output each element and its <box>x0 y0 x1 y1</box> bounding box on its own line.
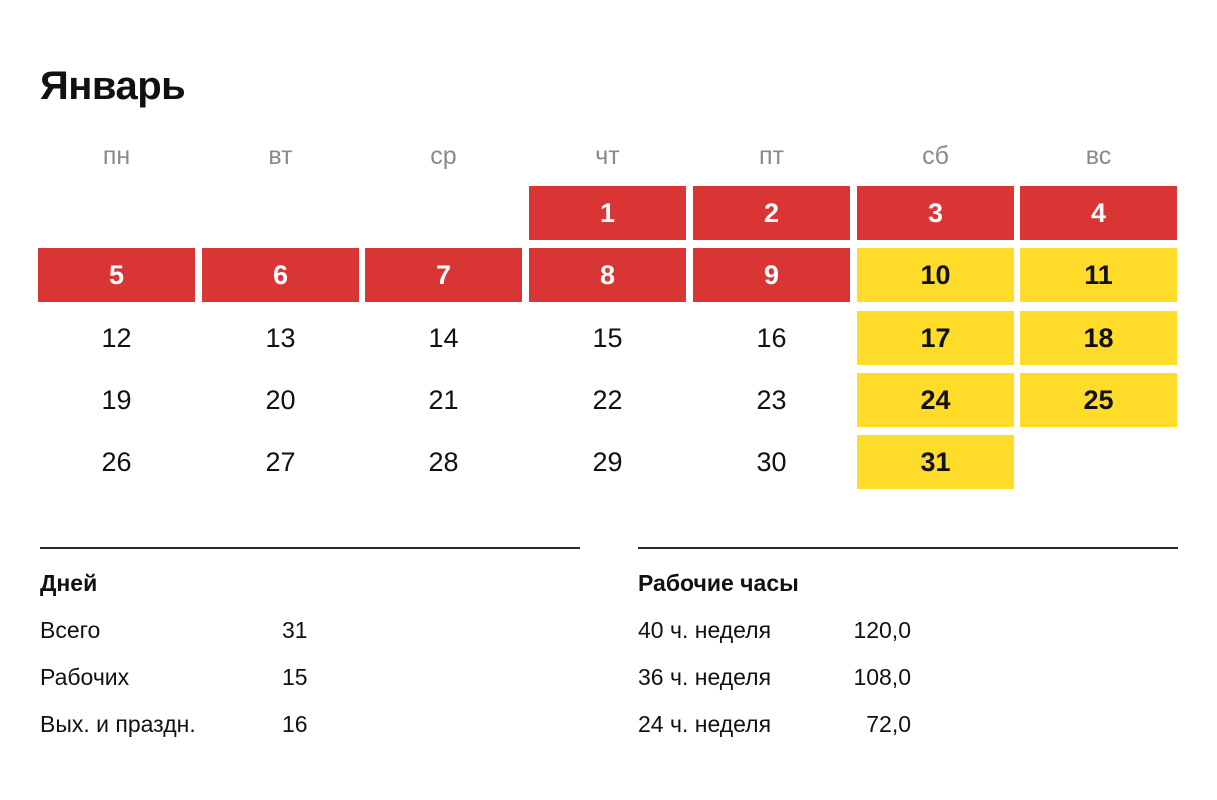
calendar-day-31: 31 <box>857 435 1014 489</box>
hours-40-label: 40 ч. неделя <box>638 617 772 643</box>
hours-divider <box>638 547 1178 549</box>
month-title: Январь <box>40 64 186 108</box>
calendar-day-28: 28 <box>428 447 459 477</box>
days-working-label: Рабочих <box>40 664 130 690</box>
calendar-day-15: 15 <box>592 323 623 353</box>
calendar-day-30: 30 <box>756 447 787 477</box>
calendar-day-5: 5 <box>38 248 195 302</box>
weekday-3: чт <box>595 142 620 170</box>
calendar-day-20: 20 <box>265 385 296 415</box>
days-total-value: 31 <box>282 617 308 643</box>
days-off-value: 16 <box>282 711 308 737</box>
calendar-day-17: 17 <box>857 311 1014 365</box>
hours-40-value: 120,0 <box>853 617 911 643</box>
hours-40-row: 40 ч. неделя 120,0 <box>638 613 1178 647</box>
calendar-day-25: 25 <box>1020 373 1177 427</box>
calendar-day-8: 8 <box>529 248 686 302</box>
calendar-day-11: 11 <box>1020 248 1177 302</box>
calendar-day-19: 19 <box>101 385 132 415</box>
days-total-label: Всего <box>40 617 101 643</box>
calendar-day-21: 21 <box>428 385 459 415</box>
weekday-6: вс <box>1085 142 1112 170</box>
calendar-day-16: 16 <box>756 323 787 353</box>
calendar-day-7: 7 <box>365 248 522 302</box>
weekday-2: ср <box>430 142 457 170</box>
weekday-1: вт <box>268 142 293 170</box>
calendar-day-1: 1 <box>529 186 686 240</box>
calendar-day-29: 29 <box>592 447 623 477</box>
days-heading: Дней <box>40 570 98 596</box>
hours-heading: Рабочие часы <box>638 570 799 596</box>
days-total-row: Всего 31 <box>40 613 580 647</box>
days-working-row: Рабочих 15 <box>40 660 580 694</box>
calendar-day-22: 22 <box>592 385 623 415</box>
hours-36-label: 36 ч. неделя <box>638 664 772 690</box>
calendar-day-23: 23 <box>756 385 787 415</box>
days-divider <box>40 547 580 549</box>
calendar-grid: 1 2 3 4 5 6 7 8 9 10 11 12 13 14 15 16 17 18 19 20 21 22 23 24 2… <box>38 186 1179 492</box>
calendar-day-12: 12 <box>101 323 132 353</box>
weekday-header: пн вт ср чт пт сб вс <box>38 136 1178 176</box>
hours-24-label: 24 ч. неделя <box>638 711 772 737</box>
hours-36-row: 36 ч. неделя 108,0 <box>638 660 1178 694</box>
calendar-day-3: 3 <box>857 186 1014 240</box>
weekday-0: пн <box>102 142 131 170</box>
weekday-5: сб <box>922 142 949 170</box>
calendar-day-13: 13 <box>265 323 296 353</box>
calendar-day-26: 26 <box>101 447 132 477</box>
days-working-value: 15 <box>282 664 308 690</box>
hours-24-value: 72,0 <box>866 711 911 737</box>
calendar-day-10: 10 <box>857 248 1014 302</box>
calendar-day-18: 18 <box>1020 311 1177 365</box>
calendar-day-9: 9 <box>693 248 850 302</box>
weekday-4: пт <box>759 142 784 170</box>
hours-36-value: 108,0 <box>853 664 911 690</box>
calendar-day-2: 2 <box>693 186 850 240</box>
calendar-day-6: 6 <box>202 248 359 302</box>
calendar-day-14: 14 <box>428 323 459 353</box>
calendar-day-24: 24 <box>857 373 1014 427</box>
calendar-day-4: 4 <box>1020 186 1177 240</box>
days-off-row: Вых. и праздн. 16 <box>40 707 580 741</box>
hours-24-row: 24 ч. неделя 72,0 <box>638 707 1178 741</box>
calendar-day-27: 27 <box>265 447 296 477</box>
days-off-label: Вых. и праздн. <box>40 711 196 737</box>
